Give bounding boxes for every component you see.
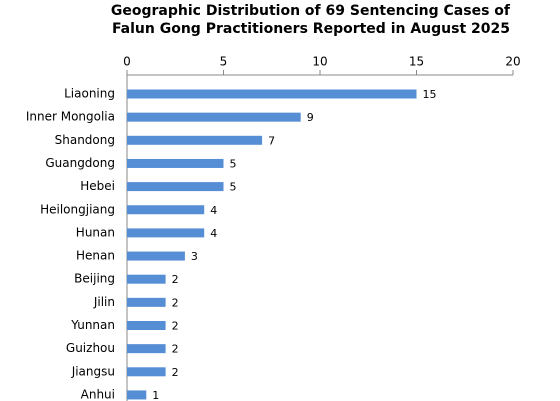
bar: [127, 251, 185, 261]
y-tick-label: Yunnan: [70, 318, 115, 332]
y-tick-label: Inner Mongolia: [26, 110, 115, 124]
bar: [127, 158, 224, 168]
y-tick-label: Hunan: [76, 225, 115, 239]
chart-title: Falun Gong Practitioners Reported in Aug…: [112, 21, 510, 37]
data-label: 2: [172, 273, 179, 286]
data-label: 5: [230, 157, 237, 170]
data-label: 2: [172, 320, 179, 333]
bar: [127, 112, 301, 122]
y-tick-label: Heilongjiang: [40, 202, 115, 216]
bar: [127, 367, 166, 377]
data-label: 3: [191, 250, 198, 263]
data-label: 9: [307, 111, 314, 124]
bar: [127, 344, 166, 354]
bar: [127, 89, 417, 99]
y-tick-label: Hebei: [80, 179, 115, 193]
bar: [127, 274, 166, 284]
y-tick-label: Liaoning: [64, 87, 115, 101]
bar: [127, 135, 263, 145]
data-label: 15: [423, 88, 437, 101]
x-tick-label: 10: [312, 55, 327, 69]
x-tick-label: 5: [220, 55, 228, 69]
y-tick-label: Anhui: [81, 387, 115, 401]
y-tick-label: Jiangsu: [71, 364, 115, 378]
x-tick-label: 0: [123, 55, 131, 69]
bar: [127, 182, 224, 192]
y-tick-label: Shandong: [55, 133, 115, 147]
x-tick-label: 20: [505, 55, 520, 69]
data-label: 4: [210, 227, 217, 240]
x-tick-label: 15: [409, 55, 424, 69]
y-tick-label: Jilin: [93, 295, 115, 309]
bar: [127, 228, 205, 238]
data-label: 2: [172, 366, 179, 379]
data-label: 5: [230, 181, 237, 194]
bar: [127, 390, 147, 400]
data-label: 7: [268, 134, 275, 147]
bar: [127, 321, 166, 330]
data-label: 4: [210, 204, 217, 217]
chart-title: Geographic Distribution of 69 Sentencing…: [111, 3, 511, 19]
data-label: 1: [152, 389, 159, 401]
bar: [127, 297, 166, 307]
y-tick-label: Beijing: [74, 272, 115, 286]
data-label: 2: [172, 343, 179, 356]
y-tick-label: Henan: [76, 249, 115, 263]
y-tick-label: Guangdong: [45, 156, 115, 170]
bar: [127, 205, 205, 215]
data-label: 2: [172, 296, 179, 309]
y-tick-label: Guizhou: [66, 341, 115, 355]
